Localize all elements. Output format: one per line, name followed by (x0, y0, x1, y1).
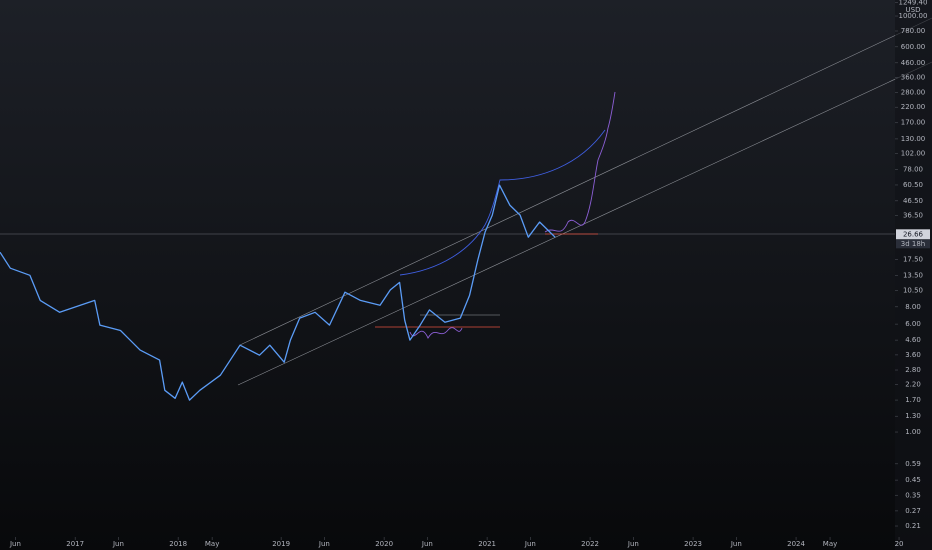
y-tick-label: 13.50 (903, 271, 923, 279)
y-tick-label: 0.35 (905, 491, 921, 499)
y-tick-label: 360.00 (901, 74, 926, 82)
x-tick-label: Jun (627, 540, 639, 548)
x-tick-label: Jun (112, 540, 124, 548)
y-tick-label: 36.50 (903, 211, 923, 219)
x-tick-label: Jun (524, 540, 536, 548)
last-price-label: 26.66 (903, 230, 924, 238)
currency-label: USD (906, 6, 921, 14)
projection-curve (399, 129, 606, 276)
y-tick-label: 0.45 (905, 476, 921, 484)
x-tick-label: Jun (421, 540, 433, 548)
fractal-path (409, 327, 463, 339)
x-tick-label: 2020 (375, 540, 393, 548)
drawings (0, 17, 932, 386)
y-tick-label: 170.00 (901, 119, 926, 127)
y-tick-label: 0.27 (905, 507, 921, 515)
y-tick-label: 0.59 (905, 460, 921, 468)
x-tick-label: May (205, 540, 219, 548)
x-tick-label: May (823, 540, 837, 548)
y-tick-label: 1249.40 (899, 0, 928, 7)
channel-upper (239, 17, 932, 346)
price-line (0, 184, 556, 401)
x-tick-label: 2023 (684, 540, 702, 548)
countdown-badge (896, 239, 930, 249)
y-tick-label: 102.00 (901, 150, 926, 158)
y-tick-label: 2.20 (905, 381, 921, 389)
axes: 1249.40 1000.00 780.00 600.00 460.00 360.00 28… (9, 0, 930, 548)
x-tick-label: 2017 (66, 540, 84, 548)
y-tick-label: 60.50 (903, 181, 923, 189)
y-tick-label: 6.00 (905, 320, 921, 328)
y-tick-label: 2.80 (905, 366, 921, 374)
x-tick-label: 2018 (169, 540, 187, 548)
x-tick-label: 20 (895, 540, 904, 548)
y-tick-label: 78.00 (903, 166, 923, 174)
y-tick-label: 46.50 (903, 197, 923, 205)
x-tick-label: 2021 (478, 540, 496, 548)
price-axis-panel (895, 0, 932, 550)
countdown-label: 3d 18h (901, 240, 925, 248)
channel-lower (237, 61, 932, 386)
y-tick-label: 4.60 (905, 336, 921, 344)
y-tick-label: 8.00 (905, 303, 921, 311)
x-tick-label: Jun (9, 540, 21, 548)
y-tick-label: 0.21 (905, 522, 921, 530)
x-tick-label: 2019 (272, 540, 290, 548)
y-tick-label: 17.50 (903, 256, 923, 264)
y-tick-label: 460.00 (901, 59, 926, 67)
y-tick-label: 1000.00 (899, 12, 928, 20)
y-tick-label: 1.00 (905, 428, 921, 436)
y-tick-label: 1.70 (905, 396, 921, 404)
x-tick-label: 2022 (581, 540, 599, 548)
x-tick-label: Jun (318, 540, 330, 548)
fractal-path (544, 91, 616, 233)
x-tick-label: 2024 (787, 540, 805, 548)
y-tick-label: 130.00 (901, 135, 926, 143)
y-tick-label: 3.60 (905, 351, 921, 359)
x-tick-label: Jun (730, 540, 742, 548)
y-tick-label: 1.30 (905, 412, 921, 420)
y-tick-label: 220.00 (901, 103, 926, 111)
y-tick-label: 600.00 (901, 43, 926, 51)
last-price-badge (896, 229, 930, 240)
y-tick-label: 280.00 (901, 89, 926, 97)
price-marks (0, 184, 556, 401)
y-tick-label: 780.00 (901, 27, 926, 35)
y-tick-label: 10.50 (903, 286, 923, 294)
